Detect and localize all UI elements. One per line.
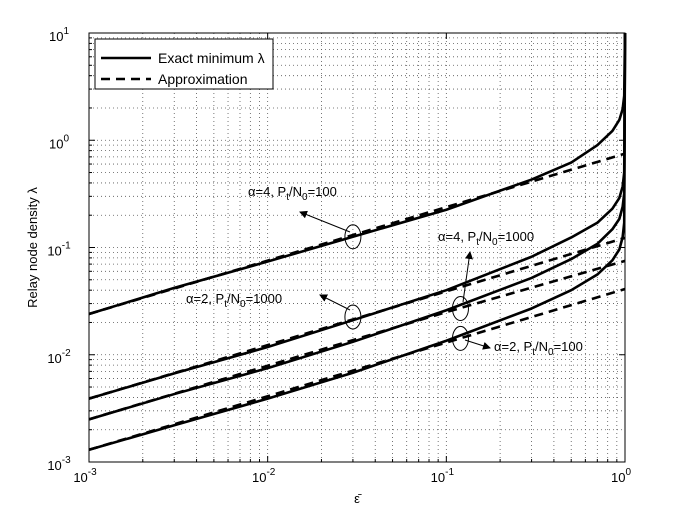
approx-curve-1 (88, 152, 626, 316)
y-tick-label: 10-3 (47, 455, 71, 473)
curves (88, 32, 627, 452)
approx-curve-7 (88, 287, 626, 452)
exact-curve-6 (88, 32, 627, 452)
x-tick-label: 10-2 (252, 467, 276, 485)
annotation-label: α=2, Pt/N0=1000 (186, 291, 282, 310)
x-tick-label: 100 (611, 467, 631, 485)
y-axis-label: Relay node density λ (25, 187, 40, 308)
annotation-ellipse (344, 224, 362, 250)
x-tick-label: 10-1 (431, 467, 455, 485)
annotation-label: α=2, Pt/N0=100 (494, 339, 583, 358)
annotation-label: α=4, Pt/N0=1000 (438, 229, 534, 248)
x-tick-label: 10-3 (73, 467, 97, 485)
x-axis-label: ε̄ (354, 491, 362, 506)
approx-curve-3 (88, 236, 626, 400)
y-tick-label: 100 (49, 133, 69, 151)
exact-curve-2 (88, 32, 627, 400)
axis-ticks: 10-3 10-2 10-1 100 10-3 10-2 10-1 100 101 (47, 26, 631, 485)
annotation-arrow (464, 339, 491, 350)
annotation-label: α=4, Pt/N0=100 (248, 184, 337, 203)
annotations: α=4, Pt/N0=100 α=4, Pt/N0=1000 α=2, Pt/N0=… (186, 184, 583, 358)
y-tick-label: 101 (49, 26, 69, 44)
annotation-arrow (462, 251, 473, 303)
legend: Exact minimum λ Approximation (94, 38, 274, 90)
annotation-ellipse (344, 304, 362, 330)
approx-curve-5 (88, 259, 626, 421)
legend-label-dashed: Approximation (158, 71, 248, 87)
y-tick-label: 10-2 (47, 348, 71, 366)
annotation-arrow (319, 294, 351, 311)
annotation-ellipse (451, 295, 469, 321)
annotation-arrow (299, 210, 351, 233)
legend-label-solid: Exact minimum λ (158, 50, 265, 66)
annotation-ellipse (451, 325, 469, 351)
y-tick-label: 10-1 (47, 241, 71, 259)
legend-box (94, 38, 274, 90)
exact-curve-4 (88, 32, 627, 421)
